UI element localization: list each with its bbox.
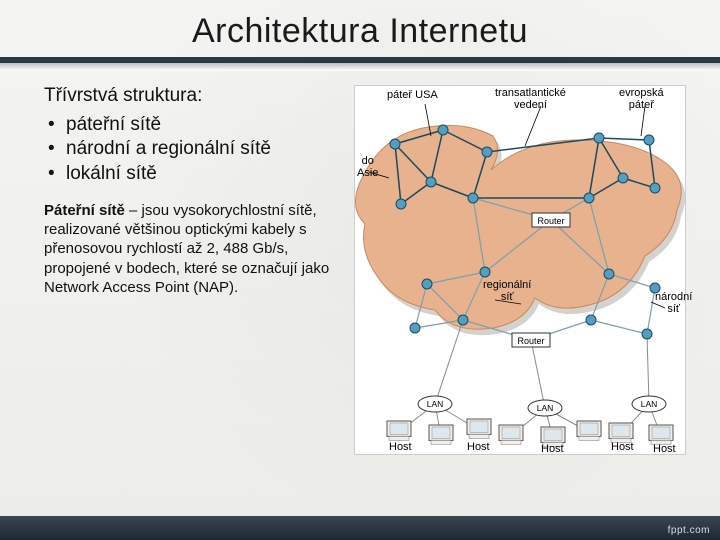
svg-text:LAN: LAN [537, 403, 554, 413]
svg-text:LAN: LAN [427, 399, 444, 409]
svg-text:Router: Router [537, 216, 564, 226]
paragraph-lead: Páteřní sítě [44, 202, 125, 219]
structure-heading: Třívrstvá struktura: [44, 85, 344, 107]
structure-list: páteřní sítě národní a regionální sítě l… [44, 113, 344, 186]
svg-text:LAN: LAN [641, 399, 658, 409]
page-title: Architektura Internetu [0, 12, 720, 51]
title-divider [0, 57, 720, 71]
network-diagram: RouterRouterLANLANLANpáteř USAtransatlan… [354, 85, 686, 455]
svg-text:Router: Router [517, 336, 544, 346]
list-item: lokální sítě [44, 162, 344, 186]
footer-bar: fppt.com [0, 516, 720, 540]
list-item: páteřní sítě [44, 113, 344, 137]
list-item: národní a regionální sítě [44, 137, 344, 161]
backbone-paragraph: Páteřní sítě – jsou vysokorychlostní sít… [44, 201, 344, 297]
footer-brand: fppt.com [668, 525, 710, 536]
